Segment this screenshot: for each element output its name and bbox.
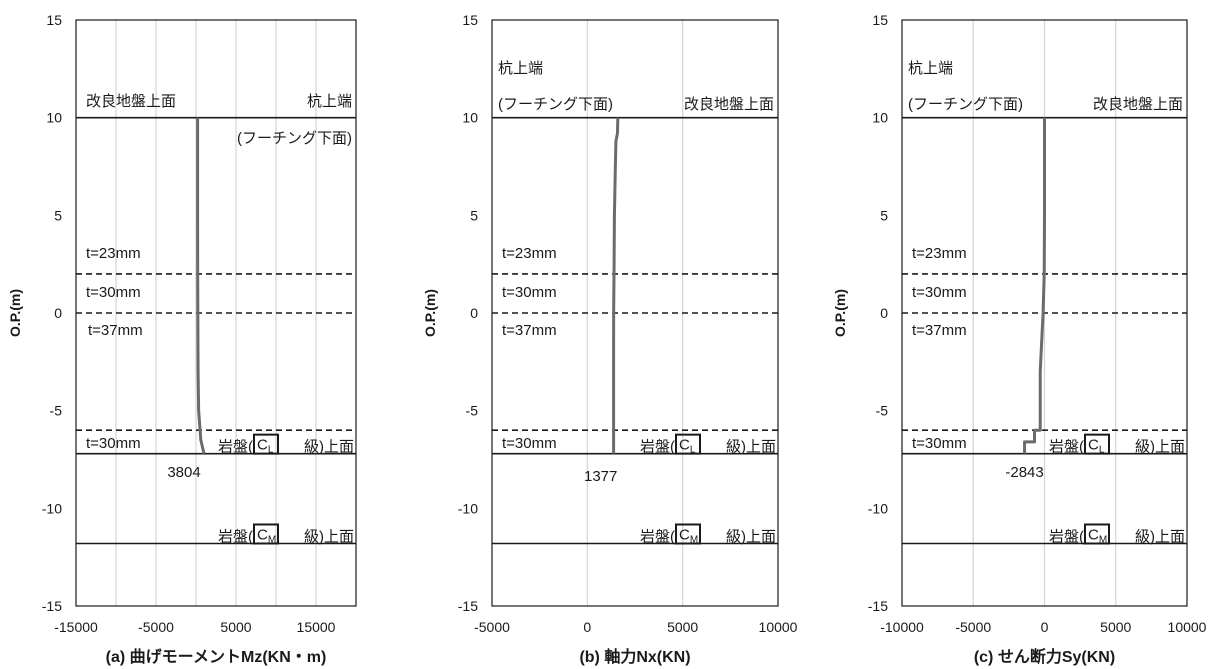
series-line [198, 118, 204, 454]
y-tick-label: 5 [880, 207, 888, 223]
y-axis-label: O.P.(m) [832, 289, 848, 337]
thickness-label: t=30mm [502, 435, 557, 452]
chart-panel-b: 15 10 5 0 -5 -10 -15 -5000 0 5000 10000 O.P.(m) (b) … [422, 12, 798, 666]
x-axis-label: (b) 軸力Nx(KN) [579, 647, 690, 666]
y-tick-label: -15 [868, 598, 888, 614]
max-value-label: 1377 [584, 468, 617, 485]
thickness-label: t=23mm [502, 245, 557, 262]
top-right-annotation: 改良地盤上面 [684, 96, 774, 113]
rock-cm-label-class: CM [1088, 526, 1107, 545]
top-left-annotation: (フーチング下面) [498, 96, 613, 113]
x-tick-label: 10000 [1168, 619, 1207, 635]
y-tick-label: 15 [872, 12, 888, 28]
x-tick-label: 10000 [759, 619, 798, 635]
rock-cl-label-prefix: 岩盤( [218, 439, 253, 456]
top-left-annotation: 杭上端 [498, 60, 543, 77]
thickness-label: t=37mm [912, 322, 967, 339]
max-value-label: 3804 [167, 464, 200, 481]
x-tick-label: -10000 [880, 619, 924, 635]
top-right-annotation: (フーチング下面) [237, 130, 352, 147]
thickness-label: t=37mm [88, 322, 143, 339]
chart-panel-a: 15 10 5 0 -5 -10 -15 -15000 -5000 5000 15000 O.P.(m… [7, 12, 356, 666]
x-tick-label: -5000 [955, 619, 991, 635]
thickness-label: t=30mm [912, 435, 967, 452]
top-left-annotation: 改良地盤上面 [86, 93, 176, 110]
rock-cl-label-class: CL [1088, 437, 1105, 456]
y-tick-label: -5 [50, 403, 63, 419]
chart-panel-c: 15 10 5 0 -5 -10 -15 -10000 -5000 0 5000 10000 O.P.(… [832, 12, 1207, 666]
thickness-label: t=37mm [502, 322, 557, 339]
y-tick-label: -15 [42, 598, 62, 614]
rock-cm-label-prefix: 岩盤( [218, 528, 253, 545]
rock-cl-label-prefix: 岩盤( [1049, 439, 1084, 456]
series-line [1025, 118, 1045, 454]
y-tick-label: 10 [46, 110, 62, 126]
y-tick-label: -10 [42, 500, 62, 516]
y-tick-label: 5 [470, 207, 478, 223]
x-tick-label: 15000 [297, 619, 336, 635]
thickness-label: t=23mm [912, 245, 967, 262]
rock-cm-label-suffix: 級)上面 [1135, 528, 1185, 545]
thickness-label: t=30mm [86, 284, 141, 301]
thickness-label: t=23mm [86, 245, 141, 262]
y-tick-label: 0 [880, 305, 888, 321]
top-right-annotation: 杭上端 [307, 93, 352, 110]
rock-cm-label-prefix: 岩盤( [640, 528, 675, 545]
rock-cm-label-class: CM [257, 526, 276, 545]
rock-cm-label-prefix: 岩盤( [1049, 528, 1084, 545]
x-axis-label: (c) せん断力Sy(KN) [974, 647, 1115, 666]
y-tick-label: -5 [466, 403, 479, 419]
y-tick-label: 0 [470, 305, 478, 321]
rock-cl-label-class: CL [257, 437, 274, 456]
y-tick-label: -15 [458, 598, 478, 614]
max-value-label: -2843 [1005, 464, 1043, 481]
y-tick-label: 15 [46, 12, 62, 28]
top-left-annotation: (フーチング下面) [908, 96, 1023, 113]
x-tick-label: 5000 [1100, 619, 1131, 635]
x-tick-label: 0 [583, 619, 591, 635]
rock-cm-label-class: CM [679, 526, 698, 545]
thickness-label: t=30mm [912, 284, 967, 301]
rock-cm-label-suffix: 級)上面 [304, 528, 354, 545]
rock-cl-label-class: CL [679, 437, 696, 456]
y-axis-label: O.P.(m) [422, 289, 438, 337]
y-tick-label: -5 [876, 403, 889, 419]
y-tick-label: -10 [868, 500, 888, 516]
rock-cm-label-suffix: 級)上面 [726, 528, 776, 545]
rock-cl-label-suffix: 級)上面 [304, 439, 354, 456]
rock-cl-label-suffix: 級)上面 [1135, 439, 1185, 456]
x-tick-label: -15000 [54, 619, 98, 635]
y-tick-label: 15 [462, 12, 478, 28]
x-tick-label: 5000 [667, 619, 698, 635]
top-right-annotation: 改良地盤上面 [1093, 96, 1183, 113]
top-left-annotation: 杭上端 [908, 60, 953, 77]
y-tick-label: 5 [54, 207, 62, 223]
thickness-label: t=30mm [502, 284, 557, 301]
rock-cl-label-prefix: 岩盤( [640, 439, 675, 456]
y-tick-label: 10 [462, 110, 478, 126]
y-tick-label: 0 [54, 305, 62, 321]
y-axis-label: O.P.(m) [7, 289, 23, 337]
rock-cl-label-suffix: 級)上面 [726, 439, 776, 456]
thickness-label: t=30mm [86, 435, 141, 452]
x-axis-label: (a) 曲げモーメントMz(KN・m) [106, 648, 327, 666]
x-tick-label: -5000 [474, 619, 510, 635]
x-tick-label: -5000 [138, 619, 174, 635]
series-line [614, 118, 618, 454]
x-tick-label: 0 [1041, 619, 1049, 635]
y-tick-label: -10 [458, 500, 478, 516]
x-tick-label: 5000 [220, 619, 251, 635]
y-tick-label: 10 [872, 110, 888, 126]
